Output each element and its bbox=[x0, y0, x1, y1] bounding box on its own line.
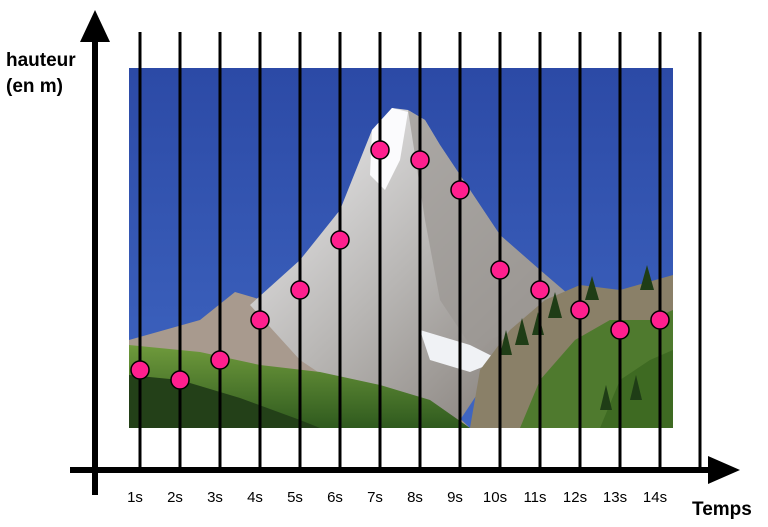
mountain-photo bbox=[129, 68, 673, 428]
time-gridlines bbox=[138, 32, 702, 470]
x-tick-labels: 1s 2s 3s 4s 5s 6s 7s 8s 9s 10s 11s 12s 13s 14s bbox=[127, 489, 667, 506]
x-tick-label: 10s bbox=[483, 489, 507, 506]
y-axis-label-line1: hauteur bbox=[6, 50, 76, 71]
data-point bbox=[570, 300, 590, 320]
x-tick-label: 9s bbox=[447, 489, 463, 506]
data-point bbox=[450, 180, 470, 200]
x-axis-arrow bbox=[708, 456, 740, 484]
data-point bbox=[170, 370, 190, 390]
y-axis-arrow bbox=[80, 10, 110, 42]
data-point bbox=[490, 260, 510, 280]
x-tick-label: 13s bbox=[603, 489, 627, 506]
data-point bbox=[530, 280, 550, 300]
data-point bbox=[250, 310, 270, 330]
x-tick-label: 7s bbox=[367, 489, 383, 506]
data-points bbox=[130, 140, 670, 390]
data-point bbox=[410, 150, 430, 170]
axes bbox=[70, 10, 740, 495]
data-point bbox=[210, 350, 230, 370]
data-point bbox=[130, 360, 150, 380]
x-tick-label: 12s bbox=[563, 489, 587, 506]
data-point bbox=[370, 140, 390, 160]
y-axis-label-line2: (en m) bbox=[6, 76, 63, 97]
x-tick-label: 1s bbox=[127, 489, 143, 506]
x-tick-label: 3s bbox=[207, 489, 223, 506]
x-tick-label: 2s bbox=[167, 489, 183, 506]
x-tick-label: 4s bbox=[247, 489, 263, 506]
data-point bbox=[330, 230, 350, 250]
data-point bbox=[290, 280, 310, 300]
x-tick-label: 14s bbox=[643, 489, 667, 506]
x-tick-label: 5s bbox=[287, 489, 303, 506]
x-tick-label: 11s bbox=[523, 489, 546, 506]
x-tick-label: 6s bbox=[327, 489, 343, 506]
data-point bbox=[650, 310, 670, 330]
x-axis-label: Temps bbox=[692, 499, 752, 520]
x-tick-label: 8s bbox=[407, 489, 423, 506]
data-point bbox=[610, 320, 630, 340]
